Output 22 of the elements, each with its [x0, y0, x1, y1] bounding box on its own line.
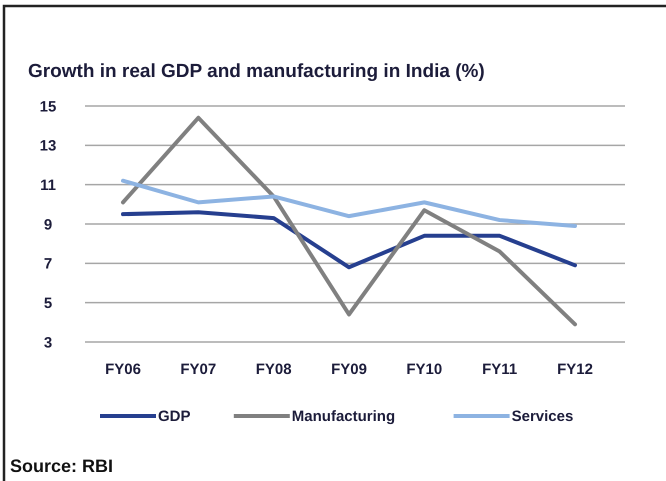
y-tick-label: 9 [44, 216, 52, 234]
x-tick-label: FY06 [105, 361, 141, 378]
y-tick-label: 7 [44, 256, 52, 273]
legend-label: GDP [158, 408, 191, 425]
line-series [121, 116, 577, 326]
source-note: Source: RBI [10, 456, 114, 476]
y-tick-label: 11 [40, 176, 56, 194]
x-tick-label: FY12 [557, 361, 593, 378]
x-tick-label: FY10 [406, 361, 442, 378]
x-tick-label: FY09 [331, 361, 367, 378]
y-tick-label: 13 [40, 138, 56, 155]
y-tick-label: 15 [40, 98, 56, 116]
line-series [121, 178, 577, 228]
legend-label: Services [512, 408, 574, 425]
y-tick-label: 5 [44, 294, 52, 312]
line-series [121, 210, 577, 270]
chart-title: Growth in real GDP and manufacturing in India (%) [28, 61, 485, 82]
x-tick-label: FY08 [256, 361, 292, 378]
x-tick-label: FY07 [180, 361, 216, 378]
x-tick-label: FY11 [482, 361, 518, 378]
legend-label: Manufacturing [292, 408, 396, 425]
y-tick-label: 3 [44, 334, 52, 352]
